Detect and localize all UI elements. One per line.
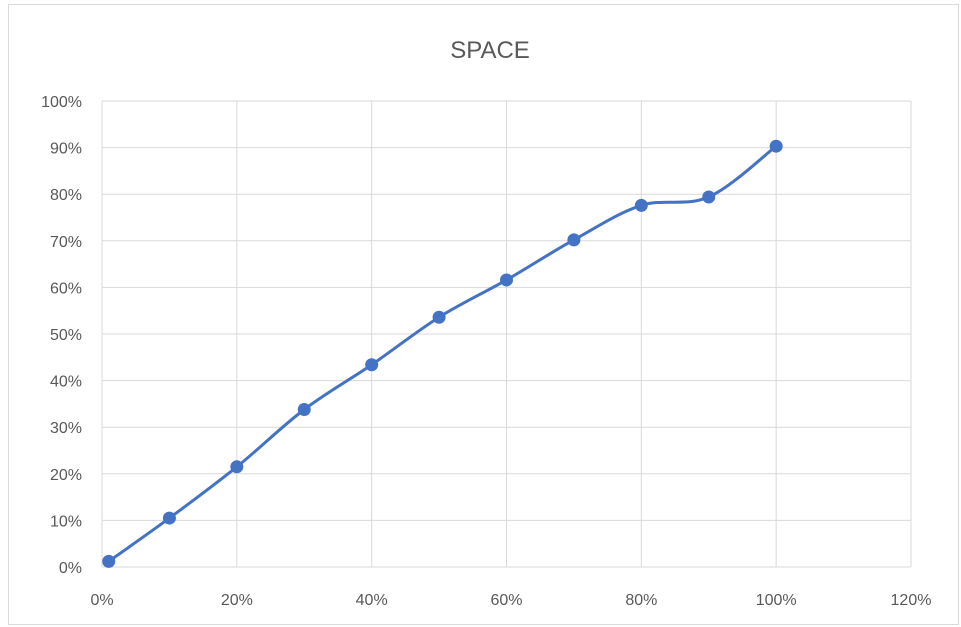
data-point bbox=[500, 273, 513, 287]
data-point bbox=[567, 233, 581, 247]
axis-tick-labels: 0% 10% 20% 30% 40% 50% 60% 70% 80% 90% 100% 0% 20% 40… bbox=[41, 94, 931, 609]
y-tick-label: 20% bbox=[50, 467, 82, 484]
y-tick-label: 60% bbox=[50, 280, 82, 297]
gridlines bbox=[101, 100, 912, 568]
x-tick-label: 80% bbox=[625, 592, 657, 609]
data-point bbox=[769, 139, 783, 153]
y-tick-label: 80% bbox=[50, 187, 82, 204]
y-tick-label: 30% bbox=[50, 420, 82, 437]
y-tick-label: 40% bbox=[50, 374, 82, 391]
x-tick-label: 120% bbox=[891, 592, 932, 609]
data-point bbox=[432, 310, 446, 324]
chart-title: SPACE bbox=[450, 37, 530, 64]
data-point bbox=[162, 511, 176, 525]
y-tick-label: 70% bbox=[50, 234, 82, 251]
y-tick-label: 100% bbox=[41, 94, 82, 111]
series-line bbox=[107, 144, 778, 563]
x-tick-label: 20% bbox=[221, 592, 253, 609]
y-tick-label: 90% bbox=[50, 141, 82, 158]
data-point bbox=[702, 190, 716, 204]
data-point bbox=[102, 554, 116, 568]
data-point bbox=[634, 198, 648, 212]
y-tick-label: 10% bbox=[50, 513, 82, 530]
y-tick-label: 50% bbox=[50, 327, 82, 344]
data-point bbox=[230, 460, 244, 474]
x-tick-label: 0% bbox=[90, 592, 113, 609]
y-tick-label: 0% bbox=[59, 560, 82, 577]
series-layer bbox=[102, 139, 783, 568]
data-point bbox=[297, 402, 311, 416]
x-tick-label: 40% bbox=[356, 592, 388, 609]
x-tick-label: 100% bbox=[756, 592, 797, 609]
data-point bbox=[365, 358, 379, 372]
x-tick-label: 60% bbox=[490, 592, 522, 609]
